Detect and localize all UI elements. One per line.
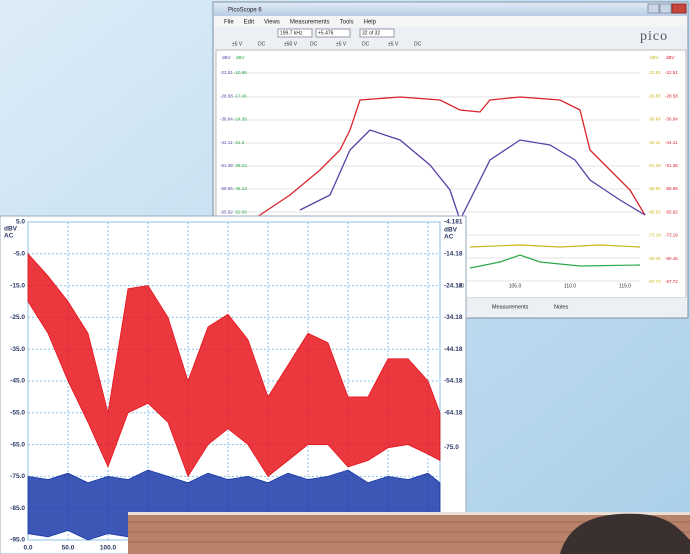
y-tick-label: -85.0 bbox=[10, 505, 25, 512]
y-tick-label: -25.0 bbox=[10, 314, 25, 321]
scope-unit: dBV bbox=[666, 55, 675, 60]
y2-tick-label: -75.0 bbox=[444, 444, 459, 451]
scope-tick: -22.51 bbox=[648, 70, 661, 75]
scope-tick: -10.55 bbox=[234, 70, 247, 75]
scope-unit: dBV bbox=[650, 55, 659, 60]
menu-bar bbox=[214, 16, 687, 27]
scope-tick: -24.38 bbox=[234, 117, 247, 122]
scope-x-tick: 110.0 bbox=[564, 283, 576, 289]
scope-tick: -73.19 bbox=[665, 233, 678, 238]
scope-tick: -28.58 bbox=[648, 93, 661, 98]
scope-tick: -28.58 bbox=[220, 93, 233, 98]
scope-tick: -52.06 bbox=[234, 209, 247, 214]
minimize-button[interactable] bbox=[648, 4, 659, 13]
channel-setting: DC bbox=[414, 41, 422, 47]
scope-tick: -65.92 bbox=[665, 209, 678, 214]
menu-item[interactable]: Help bbox=[364, 20, 377, 26]
status-tab[interactable]: Measurements bbox=[492, 304, 529, 310]
status-tab[interactable]: Notes bbox=[554, 304, 569, 310]
page: PicoScope 6 pico File Edit Views Measuremen… bbox=[0, 0, 690, 554]
scope-tick: -51.38 bbox=[648, 163, 661, 168]
y2-tick-label: -4.181 bbox=[444, 219, 463, 226]
scope-tick: -73.19 bbox=[648, 233, 661, 238]
scope-tick: -31.3 bbox=[234, 140, 245, 145]
scope-x-tick: 115.0 bbox=[619, 283, 631, 289]
scope-tick: -51.38 bbox=[665, 163, 678, 168]
y-axis-label: AC bbox=[4, 233, 14, 240]
channel-setting: DC bbox=[362, 41, 370, 47]
y-tick-label: -55.0 bbox=[10, 410, 25, 417]
screen: PicoScope 6 pico File Edit Views Measuremen… bbox=[0, 0, 690, 554]
scope-tick: -36.84 bbox=[665, 117, 678, 122]
scope-tick: -58.65 bbox=[648, 186, 661, 191]
y2-tick-label: -14.18 bbox=[444, 251, 463, 258]
logo: pico bbox=[640, 29, 668, 44]
y-tick-label: -65.0 bbox=[10, 441, 25, 448]
scope-unit: dBV bbox=[222, 55, 231, 60]
scope-tick: -44.11 bbox=[220, 140, 233, 145]
scope-tick: -22.51 bbox=[665, 70, 678, 75]
y-tick-label: -15.0 bbox=[10, 282, 25, 289]
toolbar-value: 32 of 32 bbox=[362, 30, 380, 36]
menu-item[interactable]: Views bbox=[264, 20, 280, 26]
scope-tick: -51.38 bbox=[220, 163, 233, 168]
maximize-button[interactable] bbox=[660, 4, 671, 13]
menu-item[interactable]: Edit bbox=[244, 20, 255, 26]
y-tick-label: 5.0 bbox=[16, 219, 25, 226]
y2-tick-label: -34.18 bbox=[444, 314, 463, 321]
channel-setting: ±5 V bbox=[388, 41, 399, 47]
scope-tick: -36.84 bbox=[648, 117, 661, 122]
menu-item[interactable]: Tools bbox=[340, 20, 354, 26]
y2-tick-label: -64.18 bbox=[444, 410, 463, 417]
scope-tick: -87.72 bbox=[665, 279, 678, 284]
x-tick-label: 50.0 bbox=[62, 545, 75, 552]
y2-axis-label: AC bbox=[444, 234, 454, 241]
scope-x-tick: 105.0 bbox=[509, 283, 522, 289]
y-tick-label: -5.0 bbox=[14, 251, 26, 258]
title-bar bbox=[214, 3, 687, 16]
scope-tick: -44.11 bbox=[665, 140, 678, 145]
toolbar-value: +5.476 bbox=[318, 30, 334, 36]
scope-tick: -22.51 bbox=[220, 70, 233, 75]
x-tick-label: 0.0 bbox=[23, 545, 32, 552]
scope-tick: -38.22 bbox=[234, 163, 247, 168]
scope-tick: -17.46 bbox=[234, 93, 247, 98]
menu-item[interactable]: File bbox=[224, 20, 234, 26]
channel-setting: DC bbox=[258, 41, 266, 47]
scope-unit: dBV bbox=[236, 55, 245, 60]
scope-tick: -65.92 bbox=[648, 209, 661, 214]
scope-tick: -87.72 bbox=[648, 279, 661, 284]
scope-tick: -58.65 bbox=[665, 186, 678, 191]
y-tick-label: -95.0 bbox=[10, 537, 25, 544]
y-tick-label: -75.0 bbox=[10, 473, 25, 480]
y-tick-label: -45.0 bbox=[10, 378, 25, 385]
channel-setting: DC bbox=[310, 41, 318, 47]
channel-setting: ±50 V bbox=[284, 41, 298, 47]
y2-tick-label: -24.18 bbox=[444, 282, 463, 289]
scope-tick: -36.84 bbox=[220, 117, 233, 122]
window-title: PicoScope 6 bbox=[228, 8, 262, 14]
y-tick-label: -35.0 bbox=[10, 346, 25, 353]
x-tick-label: 100.0 bbox=[100, 545, 117, 552]
y2-tick-label: -44.18 bbox=[444, 346, 463, 353]
scope-tick: -80.46 bbox=[648, 256, 661, 261]
scope-tick: -80.46 bbox=[665, 256, 678, 261]
scope-tick: -45.13 bbox=[234, 186, 247, 191]
close-button[interactable] bbox=[672, 4, 686, 13]
y-axis-label: dBV bbox=[4, 226, 18, 233]
photo-edge bbox=[128, 512, 690, 515]
channel-setting: ±5 V bbox=[232, 41, 243, 47]
y2-tick-label: -54.18 bbox=[444, 378, 463, 385]
photo bbox=[128, 512, 690, 554]
scope-tick: -28.58 bbox=[665, 93, 678, 98]
y2-axis-label: dBV bbox=[444, 227, 458, 234]
toolbar-value: 199.7 kHz bbox=[280, 30, 303, 36]
channel-setting: ±5 V bbox=[336, 41, 347, 47]
scope-tick: -58.65 bbox=[220, 186, 233, 191]
scope-tick: -44.11 bbox=[648, 140, 661, 145]
menu-item[interactable]: Measurements bbox=[290, 20, 330, 26]
scope-tick: -65.92 bbox=[220, 209, 233, 214]
